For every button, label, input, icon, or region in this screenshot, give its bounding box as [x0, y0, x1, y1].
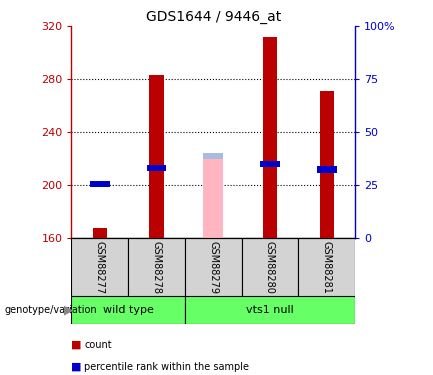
Bar	[71, 296, 185, 324]
FancyBboxPatch shape	[128, 238, 185, 296]
Bar	[204, 153, 223, 159]
FancyBboxPatch shape	[298, 238, 355, 296]
Text: genotype/variation: genotype/variation	[4, 305, 97, 315]
Bar	[204, 156, 223, 238]
Text: GSM88278: GSM88278	[152, 241, 162, 294]
Text: wild type: wild type	[103, 305, 154, 315]
Text: ■: ■	[71, 340, 82, 350]
Text: count: count	[84, 340, 112, 350]
Bar	[320, 91, 334, 238]
Text: GSM88281: GSM88281	[322, 241, 332, 294]
Text: vts1 null: vts1 null	[246, 305, 294, 315]
FancyBboxPatch shape	[71, 238, 128, 296]
Bar	[263, 37, 277, 238]
Bar	[317, 166, 336, 172]
Text: GSM88279: GSM88279	[208, 241, 218, 294]
Bar	[260, 160, 280, 167]
Bar	[90, 180, 110, 187]
Text: GSM88277: GSM88277	[95, 241, 105, 294]
Bar	[147, 165, 166, 171]
Title: GDS1644 / 9446_at: GDS1644 / 9446_at	[145, 10, 281, 24]
Text: ▶: ▶	[64, 304, 74, 317]
Bar	[93, 228, 107, 238]
Text: GSM88280: GSM88280	[265, 241, 275, 294]
FancyBboxPatch shape	[185, 238, 242, 296]
FancyBboxPatch shape	[242, 238, 298, 296]
Text: percentile rank within the sample: percentile rank within the sample	[84, 362, 249, 372]
Bar	[185, 296, 355, 324]
Bar	[149, 75, 164, 238]
Text: ■: ■	[71, 362, 82, 372]
